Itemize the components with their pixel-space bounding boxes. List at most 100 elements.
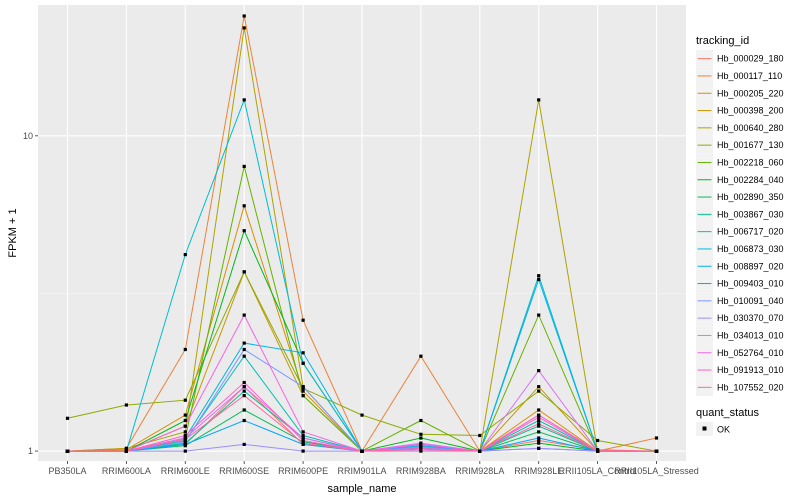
legend-shape-ok — [702, 426, 707, 431]
point-Hb_009403_010-RRIM928LE — [537, 436, 541, 440]
point-Hb_010091_040-RRIM600PE — [301, 385, 305, 389]
x-tick-label-6: RRIM928BA — [396, 466, 446, 476]
point-Hb_002284_040-RRIM600LE — [183, 418, 187, 423]
point-Hb_000117_110-RRIM928BA — [419, 354, 423, 358]
x-tick-label-3: RRIM600SE — [219, 466, 269, 476]
legend-label-Hb_006873_030: Hb_006873_030 — [717, 244, 784, 254]
point-Hb_030370_070-RRIM600PE — [301, 449, 305, 453]
point-Hb_091913_010-RRIM600SE — [242, 380, 246, 385]
point-Hb_052764_010-RRIM928BA — [419, 442, 423, 446]
point-Hb_000640_280-RRIM928LE — [537, 98, 541, 102]
legend-label-Hb_091913_010: Hb_091913_010 — [717, 365, 784, 375]
point-Hb_091913_010-RRIM600LE — [183, 433, 187, 438]
point-Hb_001677_130-RRIM600LA — [124, 403, 128, 407]
point-Hb_000205_220-RRIM600LE — [183, 413, 187, 417]
legend: tracking_id Hb_000029_180Hb_000117_110Hb… — [696, 35, 784, 436]
point-Hb_001677_130-RRIM600SE — [242, 270, 246, 274]
point-Hb_000205_220-RRIM600PE — [301, 389, 305, 393]
point-Hb_107552_020-PB350LA — [65, 449, 70, 453]
legend-label-Hb_000029_180: Hb_000029_180 — [717, 54, 784, 64]
y-tick-label-1: 10 — [23, 131, 33, 141]
x-tick-label-2: RRIM600LE — [161, 466, 210, 476]
legend-title-tracking-id: tracking_id — [696, 35, 749, 47]
x-axis: PB350LA RRIM600LA RRIM600LE RRIM600SE RRIM60… — [48, 461, 699, 476]
legend-label-Hb_006717_020: Hb_006717_020 — [717, 227, 784, 237]
x-tick-label-10: RRII105LA_Stressed — [614, 466, 699, 476]
point-Hb_002218_060-RRIM928BA — [419, 418, 423, 423]
legend-label-Hb_000640_280: Hb_000640_280 — [717, 123, 784, 133]
legend-label-Hb_107552_020: Hb_107552_020 — [717, 382, 784, 392]
legend-label-Hb_002218_060: Hb_002218_060 — [717, 157, 784, 167]
point-Hb_000640_280-RRIM600LE — [183, 430, 187, 434]
legend-label-Hb_002284_040: Hb_002284_040 — [717, 175, 784, 185]
point-Hb_091913_010-RRIM600PE — [301, 438, 305, 443]
point-Hb_000029_180-RRIM928LE — [537, 438, 541, 443]
point-Hb_107552_020-RRIM600LA — [124, 449, 128, 453]
x-axis-title: sample_name — [327, 483, 396, 495]
point-Hb_001677_130-PB350LA — [65, 416, 70, 420]
point-Hb_002284_040-RRIM600SE — [242, 229, 246, 233]
legend-label-Hb_000398_200: Hb_000398_200 — [717, 106, 784, 116]
legend-label-Hb_008897_020: Hb_008897_020 — [717, 261, 784, 271]
point-Hb_107552_020-RRII105LA_Stressed — [654, 449, 659, 453]
point-Hb_000205_220-RRIM928LE — [537, 408, 541, 412]
data-points — [65, 14, 659, 453]
point-Hb_107552_020-RRIM600SE — [242, 394, 246, 398]
point-Hb_002284_040-RRIM928BA — [419, 436, 423, 440]
legend-label-ok: OK — [717, 425, 730, 435]
point-Hb_034013_010-RRIM928LE — [537, 369, 541, 373]
legend-label-Hb_034013_010: Hb_034013_010 — [717, 330, 784, 340]
legend-label-Hb_030370_070: Hb_030370_070 — [717, 313, 784, 323]
point-Hb_006717_020-RRIM600PE — [301, 433, 305, 438]
point-Hb_001677_130-RRII105LA_Control — [596, 438, 600, 443]
point-Hb_000117_110-RRIM600SE — [242, 14, 246, 18]
legend-label-Hb_002890_350: Hb_002890_350 — [717, 192, 784, 202]
point-Hb_001677_130-RRIM600LE — [183, 398, 187, 402]
point-Hb_008897_020-RRIM600PE — [301, 351, 305, 355]
point-Hb_002218_060-RRIM928LE — [537, 313, 541, 317]
point-Hb_052764_010-RRIM600PE — [301, 430, 305, 434]
point-Hb_000117_110-RRIM600LE — [183, 347, 187, 352]
point-Hb_030370_070-RRIM600LE — [183, 449, 187, 453]
point-Hb_002890_350-RRIM928LE — [537, 430, 541, 434]
legend-title-quant-status: quant_status — [696, 407, 759, 419]
point-Hb_034013_010-RRIM600PE — [301, 436, 305, 440]
point-Hb_006717_020-RRIM928LE — [537, 418, 541, 423]
point-Hb_000117_110-RRII105LA_Stressed — [654, 436, 659, 440]
point-Hb_002284_040-RRIM928LE — [537, 441, 541, 445]
point-Hb_000117_110-RRIM600PE — [301, 318, 305, 322]
point-Hb_010091_040-RRIM600LE — [183, 440, 187, 444]
legend-label-Hb_010091_040: Hb_010091_040 — [717, 296, 784, 306]
x-tick-label-8: RRIM928LE — [514, 466, 563, 476]
point-Hb_091913_010-RRIM928LE — [537, 415, 541, 419]
point-Hb_052764_010-RRIM600SE — [242, 313, 246, 317]
legend-label-Hb_052764_010: Hb_052764_010 — [717, 348, 784, 358]
x-tick-label-7: RRIM928LA — [455, 466, 504, 476]
x-tick-label-1: RRIM600LA — [102, 466, 151, 476]
legend-label-Hb_009403_010: Hb_009403_010 — [717, 279, 784, 289]
x-tick-label-5: RRIM901LA — [337, 466, 386, 476]
y-axis: 1 10 — [23, 131, 38, 456]
point-Hb_009403_010-RRIM600SE — [242, 418, 246, 423]
point-Hb_000640_280-RRIM600SE — [242, 26, 246, 30]
y-axis-title: FPKM + 1 — [7, 208, 19, 257]
legend-label-Hb_000205_220: Hb_000205_220 — [717, 88, 784, 98]
point-Hb_000640_280-RRIM600LA — [124, 446, 128, 450]
point-Hb_002218_060-RRIM600SE — [242, 164, 246, 168]
point-Hb_006873_030-RRIM600PE — [301, 361, 305, 365]
point-Hb_001677_130-RRIM901LA — [360, 413, 364, 417]
point-Hb_107552_020-RRIM928LA — [478, 449, 482, 453]
point-Hb_030370_070-RRIM928LE — [537, 446, 541, 450]
point-Hb_107552_020-RRIM928BA — [419, 448, 423, 452]
point-Hb_052764_010-RRIM928LE — [537, 413, 541, 417]
point-Hb_008897_020-RRIM600SE — [242, 341, 246, 345]
point-Hb_006873_030-RRIM600LE — [183, 253, 187, 257]
point-Hb_107552_020-RRIM928LE — [537, 422, 541, 426]
point-Hb_003867_030-RRIM600SE — [242, 389, 246, 393]
point-Hb_107552_020-RRII105LA_Control — [596, 449, 600, 453]
legend-items: Hb_000029_180 Hb_000117_110 Hb_000205_220 H… — [696, 50, 784, 396]
point-Hb_006873_030-RRIM600SE — [242, 98, 246, 102]
y-tick-label-0: 1 — [28, 446, 33, 456]
point-Hb_001677_130-RRIM600PE — [301, 386, 305, 390]
point-Hb_000205_220-RRIM600SE — [242, 204, 246, 208]
